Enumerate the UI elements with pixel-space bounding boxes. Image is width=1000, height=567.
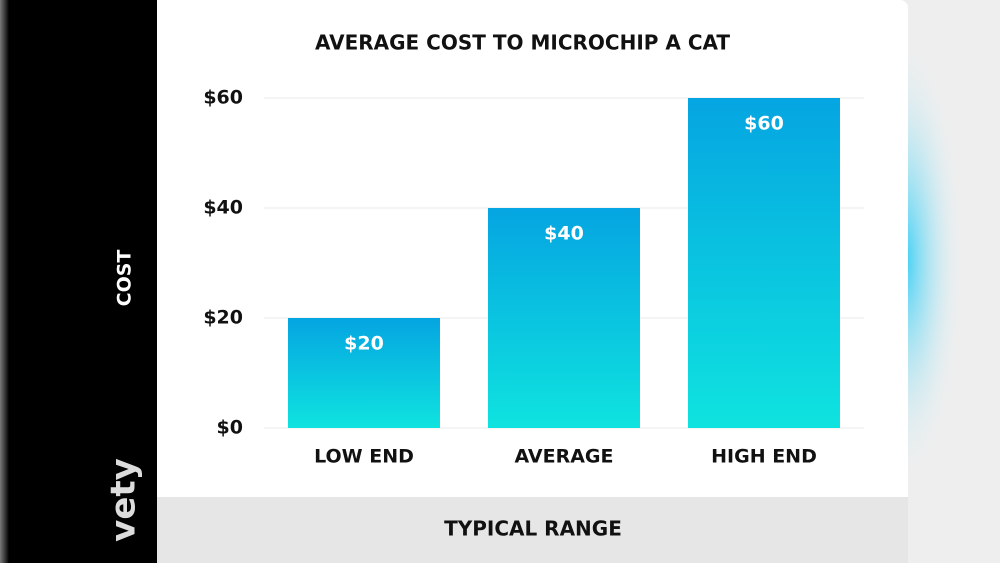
y-tick-label: $20 xyxy=(203,307,243,329)
x-tick-label: LOW END xyxy=(314,446,414,468)
value-label: $60 xyxy=(744,113,784,135)
y-axis-label: COST xyxy=(114,250,136,307)
x-tick-label: AVERAGE xyxy=(514,446,613,468)
y-tick-label: $60 xyxy=(203,87,243,109)
brand-logo: vety xyxy=(104,458,144,542)
chart-title: AVERAGE COST TO MICROCHIP A CAT xyxy=(315,31,730,55)
footer-bar xyxy=(157,497,908,563)
x-tick-label: HIGH END xyxy=(711,446,817,468)
bar xyxy=(288,318,440,428)
bar xyxy=(688,98,840,428)
y-tick-label: $40 xyxy=(203,197,243,219)
bar xyxy=(488,208,640,428)
background-left xyxy=(0,0,100,563)
side-strip xyxy=(92,0,157,563)
value-label: $40 xyxy=(544,223,584,245)
x-axis-label: TYPICAL RANGE xyxy=(444,517,622,541)
value-label: $20 xyxy=(344,333,384,355)
y-tick-label: $0 xyxy=(217,417,243,439)
